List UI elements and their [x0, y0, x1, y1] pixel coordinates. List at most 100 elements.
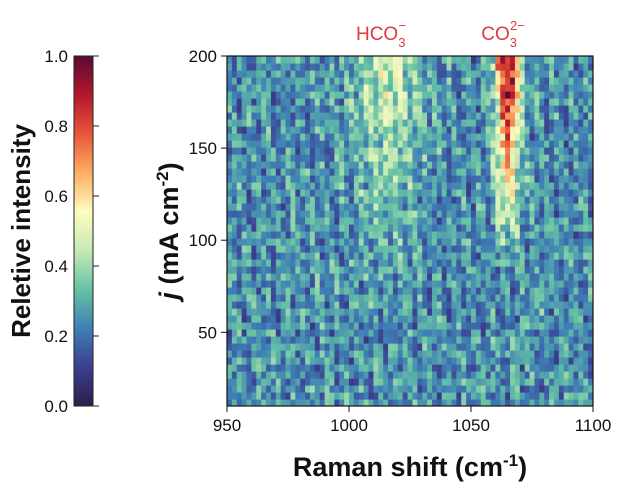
- heatmap-cell: [549, 140, 555, 148]
- heatmap-cell: [353, 350, 360, 358]
- heatmap-cell: [270, 266, 277, 274]
- heatmap-cell: [388, 343, 394, 351]
- heatmap-cell: [270, 273, 277, 281]
- heatmap-cell: [246, 329, 252, 337]
- heatmap-cell: [495, 63, 501, 71]
- heatmap-cell: [378, 259, 384, 267]
- heatmap-cell: [461, 322, 467, 330]
- heatmap-cell: [563, 385, 570, 393]
- heatmap-cell: [524, 154, 531, 162]
- heatmap-cell: [388, 175, 394, 183]
- heatmap-cell: [402, 392, 409, 400]
- heatmap-cell: [466, 105, 472, 113]
- heatmap-cell: [588, 364, 593, 372]
- heatmap-cell: [461, 203, 467, 211]
- heatmap-cell: [392, 294, 399, 302]
- heatmap-cell: [529, 399, 536, 406]
- heatmap-cell: [553, 273, 560, 281]
- heatmap-cell: [407, 105, 414, 113]
- heatmap-cell: [251, 217, 257, 225]
- heatmap-cell: [573, 217, 579, 225]
- heatmap-cell: [475, 126, 482, 134]
- heatmap-cell: [290, 231, 296, 239]
- heatmap-cell: [246, 371, 252, 379]
- heatmap-cell: [519, 154, 526, 162]
- heatmap-cell: [344, 56, 350, 64]
- heatmap-cell: [407, 175, 414, 183]
- heatmap-cell: [529, 168, 536, 176]
- heatmap-cell: [563, 364, 570, 372]
- heatmap-cell: [466, 98, 472, 106]
- heatmap-cell: [373, 63, 379, 71]
- heatmap-cell: [270, 182, 277, 190]
- heatmap-cell: [353, 175, 360, 183]
- heatmap-cell: [534, 147, 540, 155]
- heatmap-cell: [309, 273, 316, 281]
- heatmap-cell: [573, 399, 579, 406]
- heatmap-cell: [461, 168, 467, 176]
- heatmap-cell: [305, 238, 311, 246]
- heatmap-cell: [427, 147, 433, 155]
- heatmap-cell: [456, 77, 462, 85]
- heatmap-cell: [241, 140, 248, 148]
- heatmap-cell: [466, 203, 472, 211]
- heatmap-cell: [436, 350, 443, 358]
- heatmap-cell: [280, 392, 287, 400]
- heatmap-cell: [412, 231, 418, 239]
- heatmap-cell: [231, 294, 238, 302]
- heatmap-cell: [544, 63, 550, 71]
- heatmap-cell: [422, 217, 428, 225]
- heatmap-cell: [388, 322, 394, 330]
- heatmap-cell: [256, 77, 262, 85]
- heatmap-cell: [558, 364, 565, 372]
- heatmap-cell: [231, 84, 238, 92]
- heatmap-cell: [290, 259, 296, 267]
- heatmap-cell: [490, 371, 496, 379]
- heatmap-cell: [534, 357, 540, 365]
- heatmap-cell: [573, 196, 579, 204]
- heatmap-cell: [275, 385, 282, 393]
- heatmap-cell: [329, 224, 335, 232]
- heatmap-cell: [334, 217, 340, 225]
- heatmap-cell: [295, 56, 301, 64]
- heatmap-cell: [583, 182, 589, 190]
- heatmap-cell: [568, 140, 575, 148]
- heatmap-cell: [256, 329, 262, 337]
- heatmap-cell: [275, 91, 282, 99]
- heatmap-cell: [402, 77, 409, 85]
- heatmap-cell: [558, 210, 565, 218]
- heatmap-cell: [353, 98, 360, 106]
- heatmap-cell: [334, 259, 340, 267]
- heatmap-cell: [524, 364, 531, 372]
- heatmap-cell: [305, 322, 311, 330]
- heatmap-cell: [402, 231, 409, 239]
- heatmap-cell: [275, 371, 282, 379]
- heatmap-cell: [363, 399, 370, 406]
- heatmap-cell: [334, 364, 340, 372]
- heatmap-cell: [417, 392, 423, 400]
- heatmap-cell: [309, 154, 316, 162]
- heatmap-cell: [246, 294, 252, 302]
- heatmap-cell: [490, 392, 496, 400]
- heatmap-cell: [378, 245, 384, 253]
- heatmap-cell: [475, 252, 482, 260]
- heatmap-cell: [568, 301, 575, 309]
- heatmap-cell: [490, 357, 496, 365]
- heatmap-cell: [402, 161, 409, 169]
- heatmap-cell: [578, 168, 584, 176]
- heatmap-cell: [334, 154, 340, 162]
- heatmap-cell: [383, 189, 389, 197]
- heatmap-cell: [270, 217, 277, 225]
- heatmap-cell: [466, 364, 472, 372]
- heatmap-cell: [495, 133, 501, 141]
- heatmap-cell: [324, 301, 331, 309]
- heatmap-cell: [388, 119, 394, 127]
- heatmap-cell: [568, 147, 575, 155]
- heatmap-cell: [295, 154, 301, 162]
- heatmap-cell: [544, 126, 550, 134]
- heatmap-cell: [495, 161, 501, 169]
- heatmap-cell: [427, 161, 433, 169]
- heatmap-cell: [339, 168, 345, 176]
- heatmap-cell: [588, 63, 593, 71]
- heatmap-cell: [583, 70, 589, 78]
